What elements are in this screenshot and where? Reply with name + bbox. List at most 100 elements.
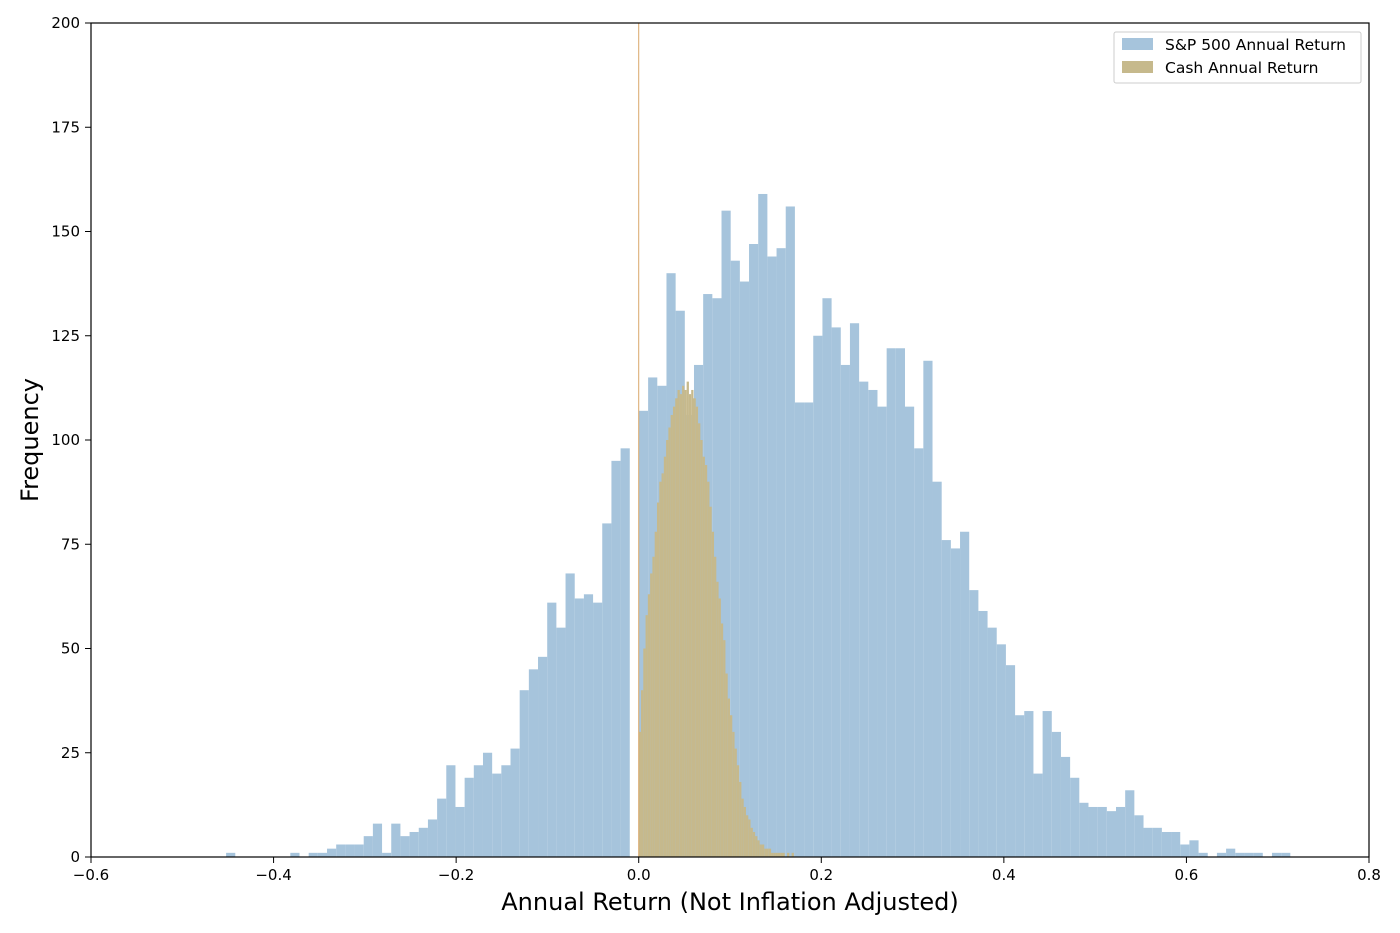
histogram-bar: [709, 506, 712, 857]
series-0: [226, 193, 1291, 858]
histogram-bar: [1271, 852, 1282, 857]
histogram-bar: [904, 406, 915, 857]
histogram-bar: [1106, 811, 1117, 857]
histogram-bar: [672, 406, 676, 857]
bars-layer: [226, 23, 1291, 858]
histogram-bar: [775, 852, 778, 857]
histogram-bar: [391, 823, 401, 857]
histogram-bar: [752, 831, 756, 857]
x-tick-label: −0.2: [438, 866, 474, 884]
histogram-bar: [400, 836, 410, 857]
series-1: [638, 23, 794, 857]
histogram-bar: [776, 248, 786, 857]
histogram-bar: [721, 210, 731, 857]
histogram-bar: [718, 598, 721, 857]
histogram-bar: [877, 406, 887, 857]
y-tick-label: 100: [51, 431, 80, 449]
histogram-bar: [787, 852, 790, 857]
histogram-bar: [638, 410, 649, 857]
histogram-bar: [684, 389, 687, 857]
histogram-bar: [565, 573, 575, 857]
x-tick-label: 0.2: [809, 866, 833, 884]
x-tick-label: 0.0: [627, 866, 651, 884]
histogram-bar: [650, 573, 653, 857]
histogram-bar: [345, 844, 355, 857]
histogram-bar: [698, 423, 701, 857]
histogram-bar: [679, 394, 683, 857]
histogram-bar: [1189, 840, 1199, 857]
y-tick-label: 75: [61, 535, 80, 553]
histogram-bar: [1070, 777, 1080, 857]
histogram-bar: [758, 193, 768, 858]
histogram-bar: [659, 481, 662, 857]
legend-label-cash: Cash Annual Return: [1165, 59, 1318, 77]
histogram-bar: [1152, 827, 1162, 857]
histogram-bar: [702, 456, 705, 857]
histogram-bar: [761, 844, 765, 857]
x-tick-label: 0.4: [992, 866, 1016, 884]
histogram-bar: [501, 765, 511, 857]
y-tick-label: 25: [61, 744, 80, 762]
histogram-bar: [996, 644, 1006, 857]
histogram-bar: [764, 848, 767, 857]
histogram-bar: [654, 531, 657, 857]
histogram-bar: [914, 448, 924, 857]
histogram-bar: [723, 640, 726, 857]
histogram-bar: [791, 852, 794, 857]
histogram-bar: [950, 548, 961, 857]
histogram-bar: [574, 598, 584, 857]
histogram-bar: [785, 206, 795, 858]
histogram-bar: [418, 827, 428, 857]
legend-label-sp500: S&P 500 Annual Return: [1165, 36, 1346, 54]
histogram-bar: [670, 414, 673, 857]
histogram-bar: [745, 815, 749, 857]
histogram-bar: [1051, 731, 1061, 857]
histogram-bar: [739, 281, 750, 857]
histogram-bar: [446, 765, 456, 857]
histogram-bar: [1033, 773, 1043, 857]
histogram-bar: [743, 806, 746, 857]
histogram-bar: [691, 389, 694, 857]
histogram-bar: [693, 398, 696, 857]
histogram-bar: [895, 348, 905, 857]
histogram-bar: [1088, 806, 1098, 857]
histogram-bar: [741, 798, 744, 857]
histogram-bar: [336, 844, 346, 857]
histogram-bar: [1134, 815, 1144, 857]
histogram-bar: [1235, 852, 1245, 857]
histogram-bar: [643, 648, 646, 857]
x-tick-label: 0.8: [1357, 866, 1381, 884]
histogram-bar: [1097, 806, 1107, 857]
histogram-bar: [547, 602, 557, 857]
histogram-bar: [840, 364, 850, 857]
histogram-bar: [1015, 715, 1025, 857]
histogram-bar: [363, 836, 373, 857]
histogram-bar: [720, 623, 724, 857]
histogram-bar: [583, 594, 594, 857]
histogram-bar: [711, 531, 715, 857]
histogram-bar: [813, 335, 823, 857]
histogram-bar: [739, 781, 742, 857]
histogram-bar: [638, 731, 641, 857]
histogram-bar: [757, 840, 760, 857]
y-tick-label: 125: [51, 327, 80, 345]
histogram-bar: [1125, 790, 1135, 857]
histogram-bar: [730, 715, 733, 857]
histogram-bar: [688, 394, 692, 857]
histogram-bar: [620, 448, 630, 857]
histogram-bar: [849, 323, 860, 857]
histogram-bar: [886, 348, 896, 857]
histogram-bar: [1005, 665, 1016, 857]
histogram-bar: [831, 327, 841, 857]
histogram-bar: [1171, 831, 1181, 857]
histogram-bar: [716, 581, 719, 857]
histogram-bar: [682, 385, 685, 857]
histogram-bar: [734, 748, 737, 857]
histogram-bar: [675, 398, 678, 857]
y-tick-label: 0: [70, 848, 80, 866]
histogram-bar: [593, 602, 603, 857]
histogram-bar: [290, 852, 300, 857]
legend: S&P 500 Annual Return Cash Annual Return: [1113, 31, 1362, 84]
y-tick-label: 175: [51, 118, 80, 136]
histogram-bar: [771, 852, 774, 857]
